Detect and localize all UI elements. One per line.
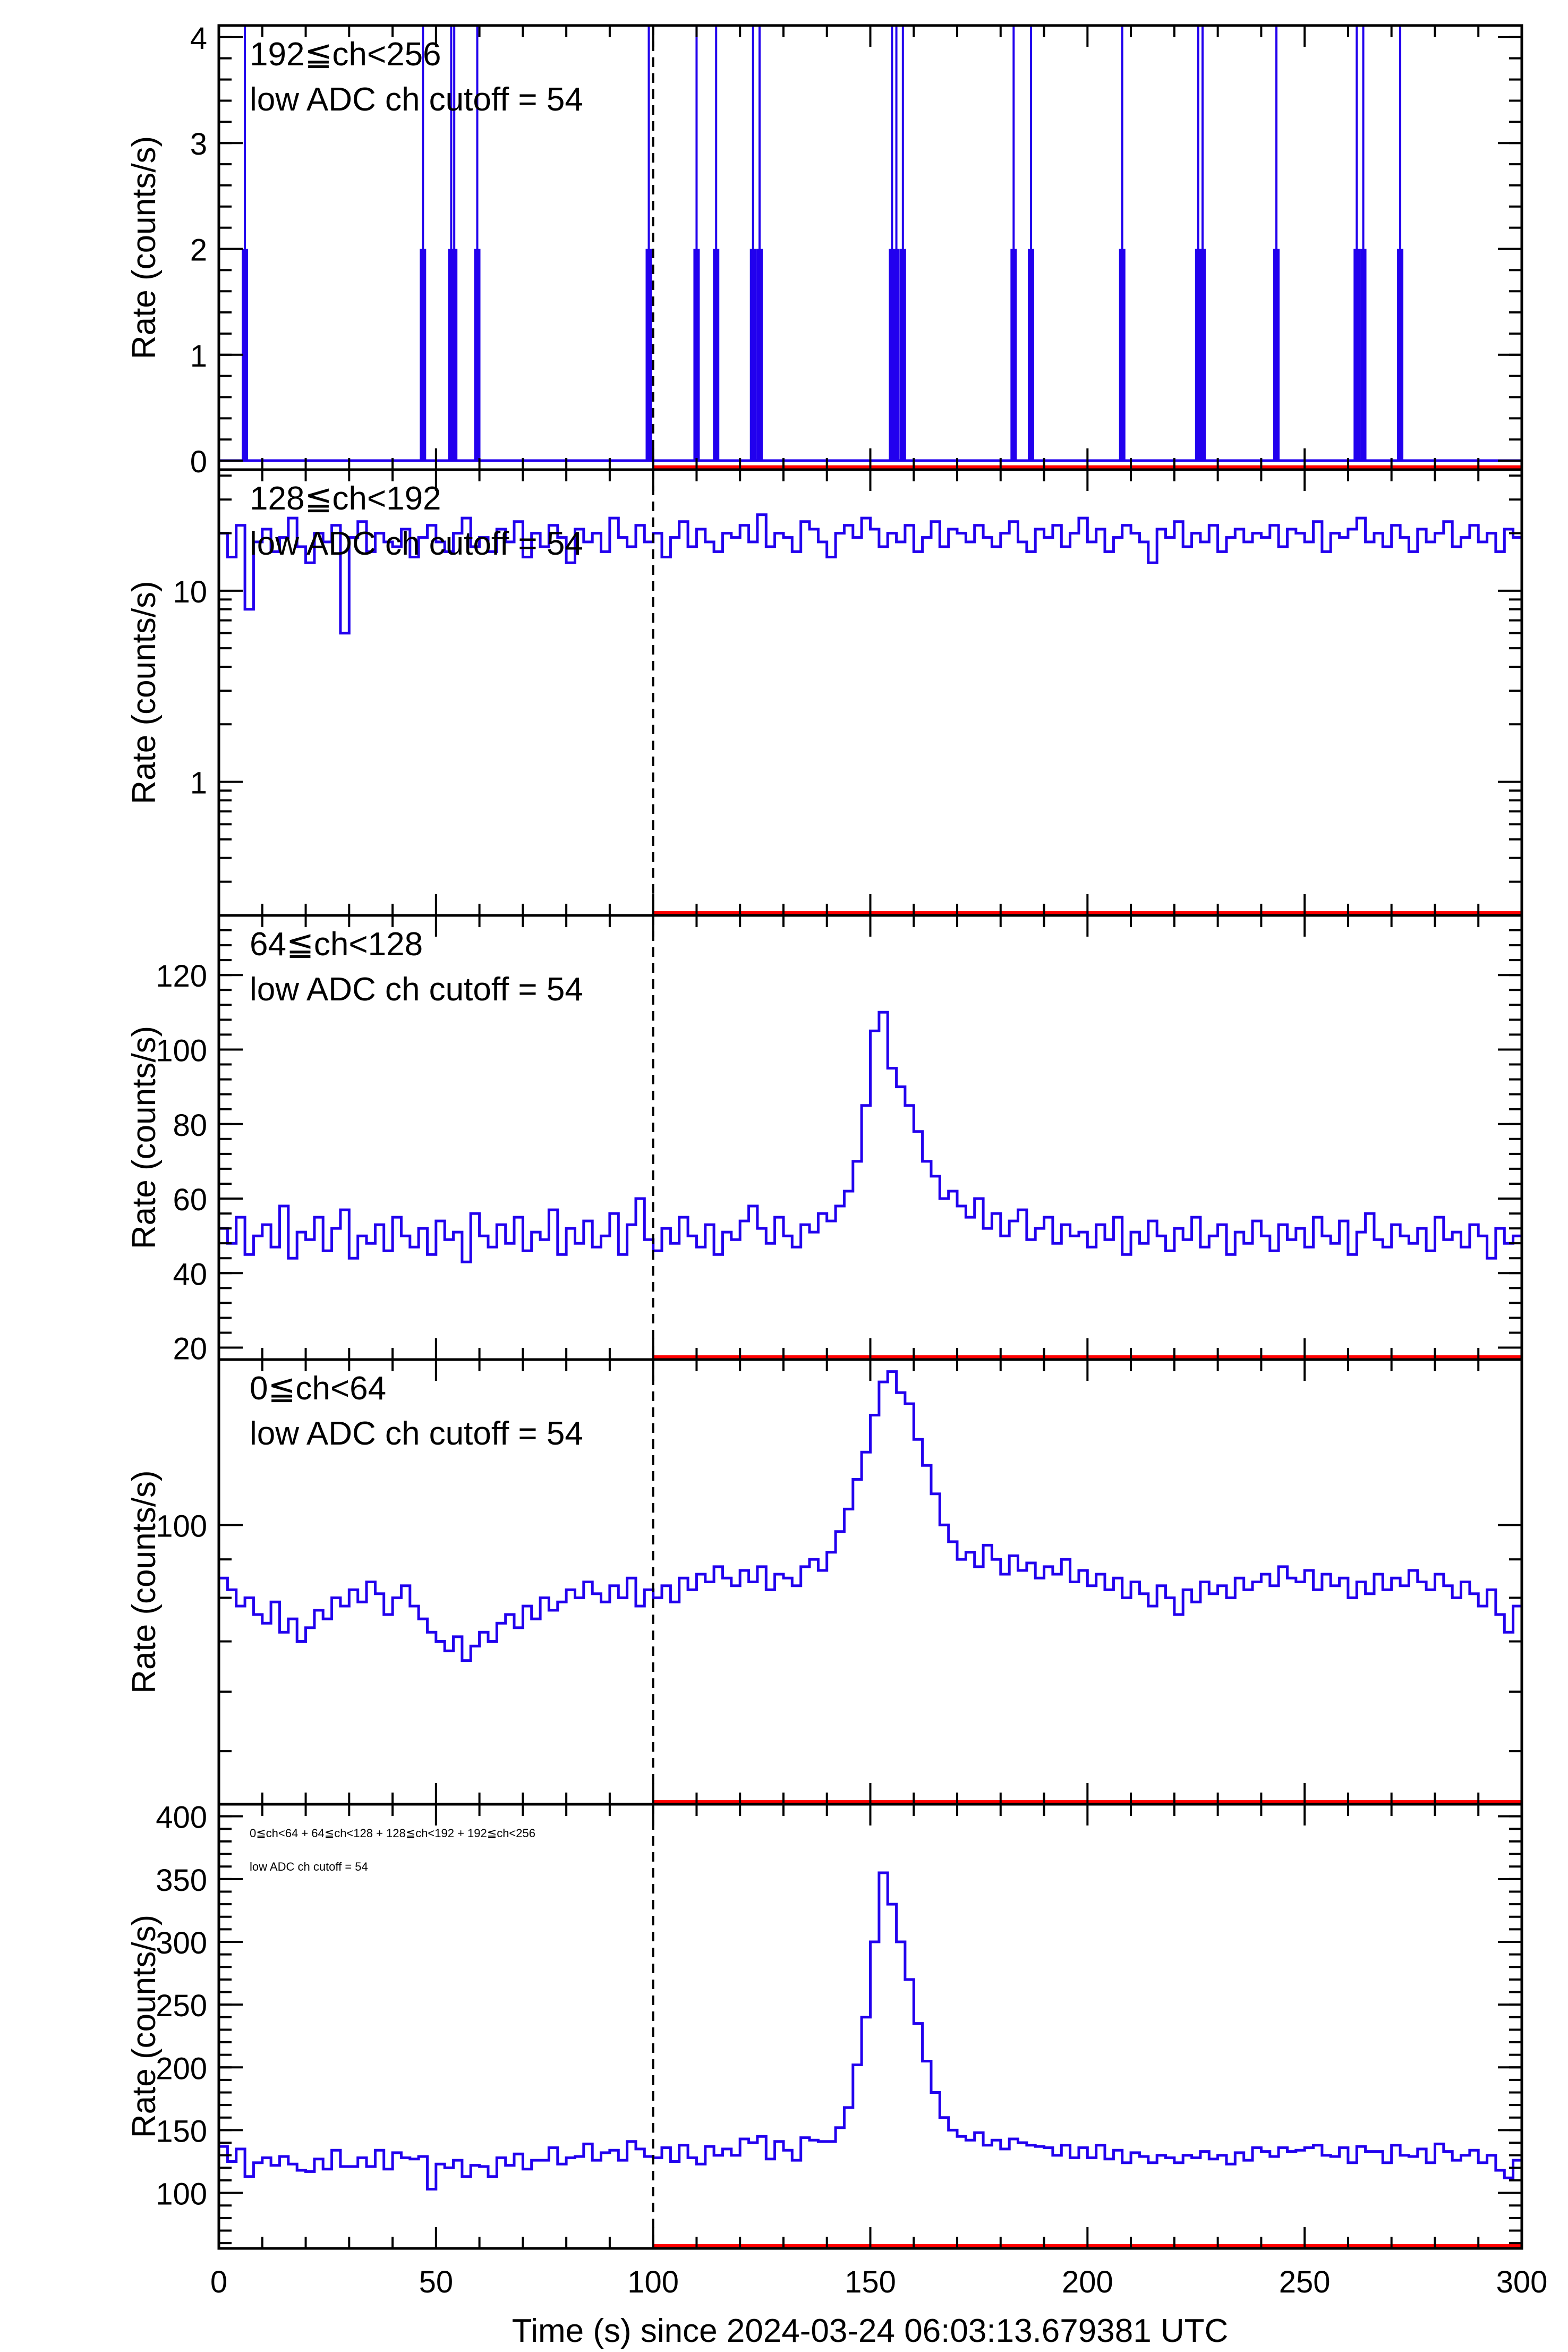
series-line-4	[219, 1871, 1522, 2190]
y-tick-label: 4	[190, 21, 207, 56]
y-axis-label: Rate (counts/s)	[126, 136, 163, 359]
x-tick-label: 300	[1496, 2265, 1548, 2299]
y-tick-label: 250	[156, 1989, 207, 2023]
x-tick-label: 250	[1279, 2265, 1331, 2299]
y-axis-label: Rate (counts/s)	[126, 1026, 163, 1249]
x-tick-label: 200	[1062, 2265, 1113, 2299]
y-tick-label: 1	[190, 339, 207, 373]
x-tick-label: 150	[845, 2265, 896, 2299]
y-tick-label: 400	[156, 1801, 207, 1835]
y-tick-label: 200	[156, 2051, 207, 2086]
series-line-3	[219, 1370, 1522, 1662]
y-tick-label: 150	[156, 2114, 207, 2149]
y-tick-label: 40	[173, 1257, 207, 1292]
y-tick-label: 2	[190, 233, 207, 267]
y-tick-label: 350	[156, 1863, 207, 1898]
panel-channel-label: 64≦ch<128	[250, 926, 423, 963]
x-axis-label: Time (s) since 2024-03-24 06:03:13.67938…	[512, 2313, 1229, 2349]
panel-cutoff-label: low ADC ch cutoff = 54	[250, 81, 583, 118]
y-tick-label: 0	[190, 445, 207, 479]
y-tick-label: 300	[156, 1926, 207, 1960]
x-tick-label: 50	[419, 2265, 454, 2299]
series-line-1	[219, 513, 1522, 635]
panel-channel-label: 0≦ch<64	[250, 1370, 386, 1407]
panel-2: 20 40 60 80 100 120 Rate (counts/s) 64≦ch<128 lo…	[126, 914, 1523, 1366]
panel-cutoff-label: low ADC ch cutoff = 54	[250, 1860, 368, 1873]
y-axis-label: Rate (counts/s)	[126, 1915, 163, 2138]
panel-channel-label: 0≦ch<64 + 64≦ch<128 + 128≦ch<192 + 192≦c…	[250, 1827, 535, 1840]
x-axis: 0 50 100 150 200 250 300	[210, 2265, 1548, 2299]
series-line-2	[219, 1011, 1522, 1263]
y-tick-label: 1	[190, 766, 207, 801]
panel-channel-label: 128≦ch<192	[250, 480, 441, 517]
y-tick-label: 100	[156, 2177, 207, 2212]
panel-cutoff-label: low ADC ch cutoff = 54	[250, 1415, 583, 1452]
x-tick-label: 100	[627, 2265, 679, 2299]
y-tick-label: 100	[156, 1509, 207, 1543]
y-tick-label: 20	[173, 1332, 207, 1366]
panel-4: 100 150 200 250 300 350 400 Rate (counts/s) 0≦ch…	[126, 1801, 1523, 2250]
panel-0: 0 1 2 3 4 Rate (counts/s) 192≦ch<256 low ADC ch…	[126, 21, 1523, 479]
panel-cutoff-label: low ADC ch cutoff = 54	[250, 525, 583, 562]
y-axis-label: Rate (counts/s)	[126, 581, 163, 804]
x-tick-label: 0	[210, 2265, 227, 2299]
y-tick-label: 10	[173, 575, 207, 609]
panel-frame	[217, 1803, 1523, 2250]
panel-channel-label: 192≦ch<256	[250, 36, 441, 73]
y-tick-label: 80	[173, 1108, 207, 1143]
y-tick-label: 120	[156, 959, 207, 994]
panel-cutoff-label: low ADC ch cutoff = 54	[250, 971, 583, 1008]
y-tick-label: 60	[173, 1183, 207, 1217]
y-tick-label: 3	[190, 127, 207, 162]
panel-1: 1 10 Rate (counts/s) 128≦ch<192 low ADC ch c…	[126, 468, 1523, 917]
y-tick-label: 100	[156, 1033, 207, 1068]
y-axis-label: Rate (counts/s)	[126, 1470, 163, 1693]
